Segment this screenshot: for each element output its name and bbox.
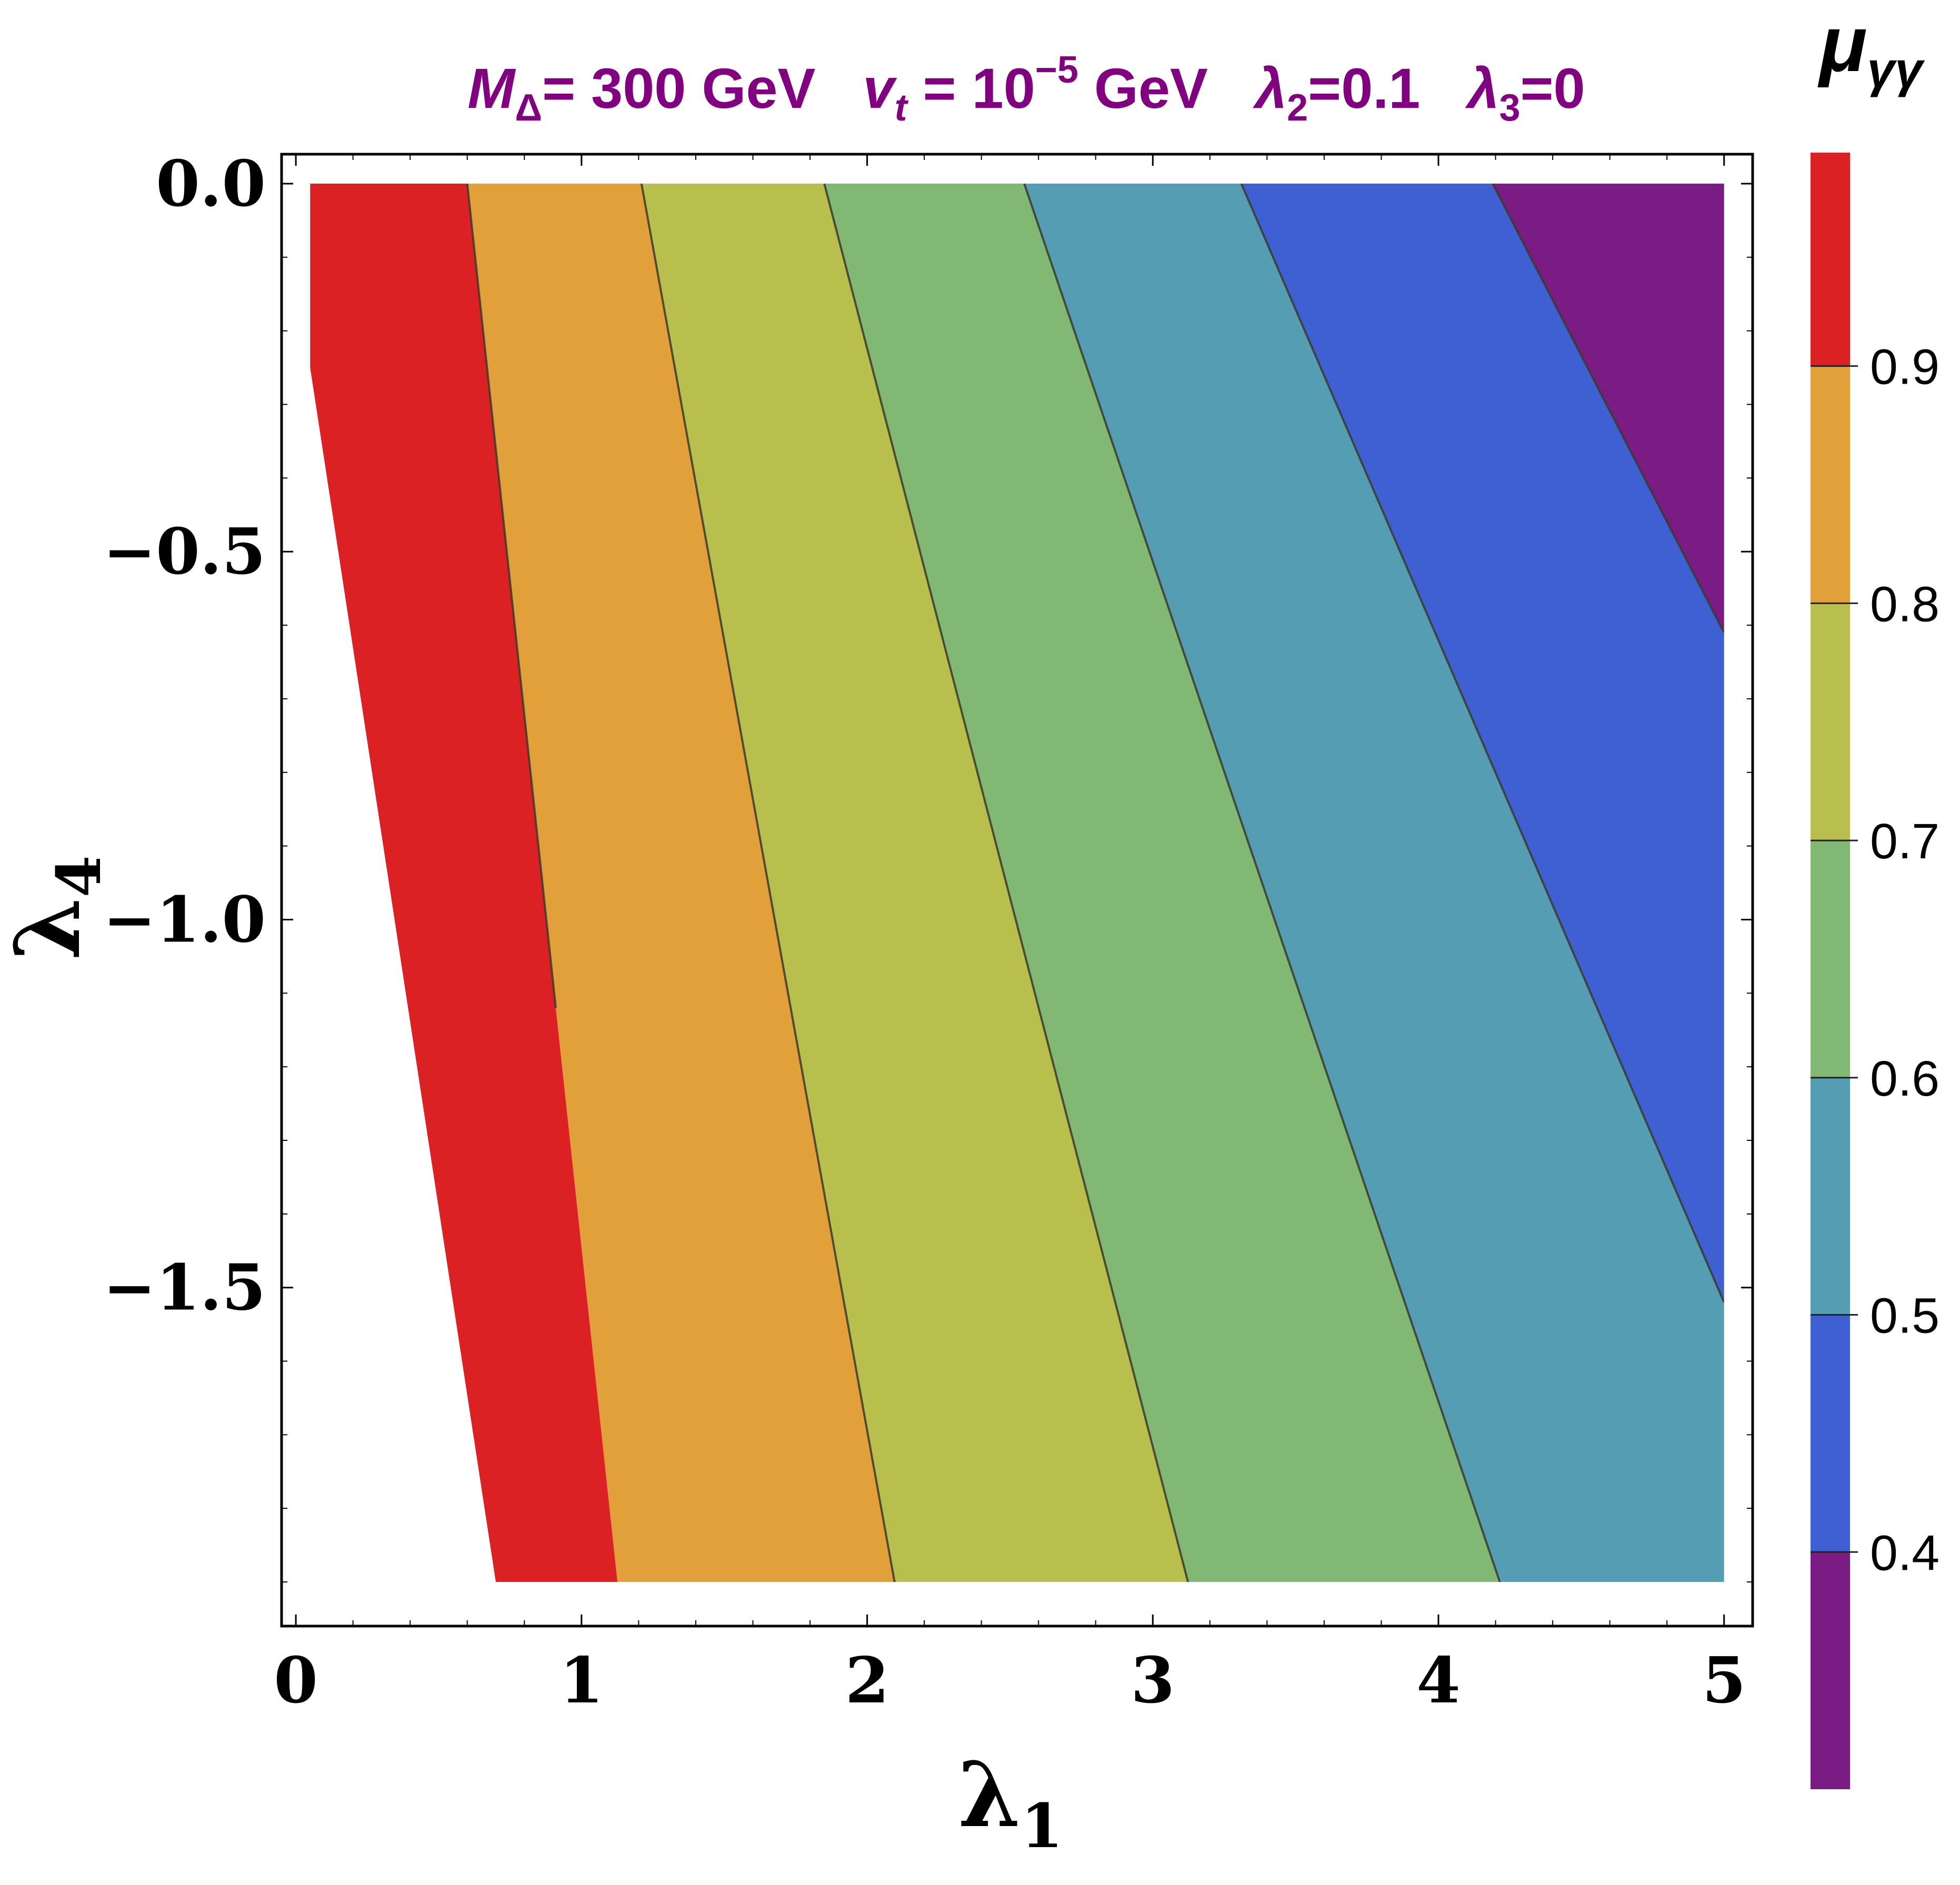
title-l2: λ xyxy=(1253,56,1287,120)
colorbar-tick-label: 0.7 xyxy=(1870,814,1939,869)
title-v-unit: GeV xyxy=(1078,56,1208,120)
x-tick-label: 2 xyxy=(845,1643,889,1718)
contour-line xyxy=(823,183,1197,1582)
x-axis-label-sub: 1 xyxy=(1021,1791,1063,1862)
x-axis: 0 1 2 3 4 5 xyxy=(274,154,1746,1718)
colorbar-tick-label: 0.9 xyxy=(1870,339,1939,395)
colorbar-tick-label: 0.6 xyxy=(1870,1051,1939,1107)
title-l2-val: =0.1 xyxy=(1308,56,1420,120)
colorbar-title-main: μ xyxy=(1817,0,1867,88)
contour-line xyxy=(1492,183,1724,633)
colorbar-title-sub: γγ xyxy=(1867,42,1925,98)
colorbar-segment xyxy=(1811,153,1850,366)
title-m-sub: Δ xyxy=(515,87,542,129)
colorbar-segment xyxy=(1811,1077,1850,1315)
colorbar-segment xyxy=(1811,366,1850,604)
colorbar: 0.4 0.5 0.6 0.7 0.8 0.9 xyxy=(1811,153,1939,1789)
contour-line xyxy=(1023,183,1511,1582)
title-v-eq: = 10 xyxy=(907,56,1035,120)
title-l3: λ xyxy=(1465,56,1499,120)
contour-line xyxy=(1240,183,1724,1303)
title-v: v xyxy=(863,56,897,120)
colorbar-title: μγγ xyxy=(1817,0,1925,98)
y-axis: 0.0 −0.5 −1.0 −1.5 xyxy=(103,147,1753,1583)
title-l3-sub: 3 xyxy=(1499,87,1520,129)
contour-line xyxy=(640,183,900,1582)
colorbar-tick-label: 0.5 xyxy=(1870,1288,1939,1344)
x-tick-label: 0 xyxy=(274,1643,318,1718)
plot-area xyxy=(310,183,1724,1582)
title-v-sup: −5 xyxy=(1035,49,1078,91)
title-l3-val: =0 xyxy=(1520,56,1585,120)
x-tick-label: 3 xyxy=(1131,1643,1175,1718)
contour-band xyxy=(1217,183,1724,1582)
y-tick-label: −1.0 xyxy=(103,883,266,957)
x-axis-label: λ1 xyxy=(958,1742,1063,1862)
title-v-sub: t xyxy=(895,87,909,129)
y-axis-label-sub: 4 xyxy=(44,855,115,897)
x-tick-label: 4 xyxy=(1416,1643,1461,1718)
chart-title: MΔ= 300 GeV vt = 10−5 GeV λ2=0.1 λ3=0 xyxy=(467,49,1585,129)
colorbar-tick-label: 0.4 xyxy=(1870,1525,1939,1581)
contour-band xyxy=(461,183,907,1582)
contour-band xyxy=(631,183,1206,1582)
colorbar-segment xyxy=(1811,603,1850,841)
colorbar-segment xyxy=(1811,840,1850,1078)
y-tick-label: −0.5 xyxy=(103,515,266,589)
x-tick-label: 5 xyxy=(1702,1643,1746,1718)
plot-frame xyxy=(280,153,1754,1628)
x-tick-label: 1 xyxy=(559,1643,604,1718)
x-axis-label-main: λ xyxy=(958,1742,1021,1848)
contour-line xyxy=(466,183,557,1008)
colorbar-segment xyxy=(1811,1552,1850,1789)
contour-band xyxy=(809,183,1524,1582)
title-m-val: = 300 GeV xyxy=(542,56,815,120)
title-m: M xyxy=(467,56,516,120)
contour-band xyxy=(1005,183,1724,1582)
contour-band xyxy=(310,183,625,1582)
y-axis-label-main: λ xyxy=(0,897,101,960)
colorbar-segment xyxy=(1811,1315,1850,1552)
y-axis-label: λ4 xyxy=(0,855,115,960)
colorbar-tick-label: 0.8 xyxy=(1870,576,1939,632)
title-l2-sub: 2 xyxy=(1287,87,1308,129)
y-tick-label: 0.0 xyxy=(156,147,266,221)
y-tick-label: −1.5 xyxy=(103,1251,266,1325)
